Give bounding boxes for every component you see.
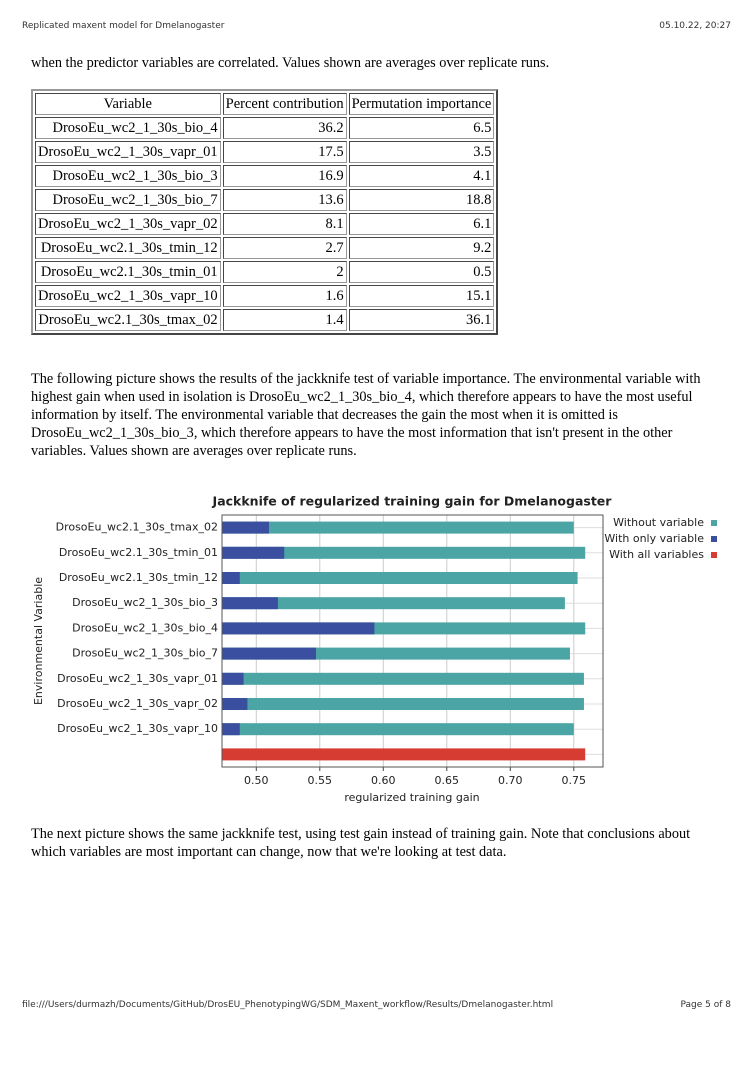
paragraph: The following picture shows the results … (31, 371, 701, 459)
table-row: DrosoEu_wc2.1_30s_tmin_01 2 0.5 (35, 261, 495, 283)
table-number: 18.8 (348, 189, 495, 211)
paragraph: when the predictor variables are correla… (31, 55, 550, 71)
table-body: DrosoEu_wc2_1_30s_bio_4 36.2 6.5 DrosoEu_wc… (35, 117, 495, 331)
legend-label: With only variable (604, 532, 704, 545)
bar (222, 748, 586, 761)
table-row: DrosoEu_wc2_1_30s_bio_3 16.9 4.1 (35, 165, 495, 187)
footer-page: Page 5 of 8 (680, 1000, 732, 1010)
column-header: Permutation importance (348, 93, 495, 115)
chart: Jackknife of regularized training gain f… (32, 494, 717, 804)
y-tick-label: DrosoEu_wc2.1_30s_tmin_12 (59, 571, 218, 584)
table-row: DrosoEu_wc2_1_30s_vapr_01 17.5 3.5 (35, 141, 495, 163)
y-tick-label: DrosoEu_wc2_1_30s_bio_3 (72, 596, 218, 609)
table-row: DrosoEu_wc2.1_30s_tmin_12 2.7 9.2 (35, 237, 495, 259)
table-number: 1.4 (222, 309, 347, 331)
bar (222, 672, 584, 685)
table-variable: DrosoEu_wc2_1_30s_bio_3 (35, 165, 221, 187)
x-tick-label: 0.75 (562, 774, 587, 787)
header-title: Replicated maxent model for Dmelanogaste… (22, 21, 225, 31)
table-variable: DrosoEu_wc2.1_30s_tmax_02 (35, 309, 221, 331)
bar (222, 521, 269, 534)
table-row: DrosoEu_wc2_1_30s_bio_4 36.2 6.5 (35, 117, 495, 139)
table-variable: DrosoEu_wc2.1_30s_tmin_01 (35, 261, 221, 283)
table-number: 3.5 (348, 141, 495, 163)
table-number: 1.6 (222, 285, 347, 307)
footer-url: file:///Users/durmazh/Documents/GitHub/D… (22, 1000, 554, 1010)
table-variable: DrosoEu_wc2_1_30s_bio_7 (35, 189, 221, 211)
table-row: DrosoEu_wc2_1_30s_bio_7 13.6 18.8 (35, 189, 495, 211)
y-tick-label: DrosoEu_wc2.1_30s_tmin_01 (59, 546, 218, 559)
bar (222, 597, 565, 610)
x-tick-label: 0.65 (435, 774, 460, 787)
y-tick-label: DrosoEu_wc2_1_30s_bio_4 (72, 621, 218, 634)
table-number: 2 (222, 261, 347, 283)
table-row: DrosoEu_wc2_1_30s_vapr_10 1.6 15.1 (35, 285, 495, 307)
table-variable: DrosoEu_wc2_1_30s_bio_4 (35, 117, 221, 139)
table-number: 0.5 (348, 261, 495, 283)
table-row: DrosoEu_wc2.1_30s_tmax_02 1.4 36.1 (35, 309, 495, 331)
paragraph: The next picture shows the same jackknif… (31, 826, 691, 860)
table-number: 15.1 (348, 285, 495, 307)
bar (222, 723, 574, 736)
bar (222, 698, 248, 710)
bar (222, 572, 240, 584)
table-variable: DrosoEu_wc2_1_30s_vapr_02 (35, 213, 221, 235)
header-row: Variable Percent contribution Permutation … (35, 93, 495, 115)
y-tick-label: DrosoEu_wc2_1_30s_bio_7 (72, 647, 218, 660)
bar (222, 723, 240, 736)
table-variable: DrosoEu_wc2_1_30s_vapr_01 (35, 141, 221, 163)
legend-swatch (711, 552, 717, 558)
bar (222, 622, 375, 635)
x-tick-label: 0.60 (371, 774, 396, 787)
table-number: 6.1 (348, 213, 495, 235)
bar (222, 572, 578, 584)
column-header: Variable (35, 93, 221, 115)
x-tick-label: 0.55 (308, 774, 333, 787)
y-tick-label: DrosoEu_wc2_1_30s_vapr_10 (57, 722, 218, 735)
table-number: 17.5 (222, 141, 347, 163)
bar (222, 546, 285, 559)
header-date: 05.10.22, 20:27 (659, 21, 731, 31)
table-variable: DrosoEu_wc2_1_30s_vapr_10 (35, 285, 221, 307)
chart-title: Jackknife of regularized training gain f… (212, 494, 613, 509)
y-tick-label: DrosoEu_wc2_1_30s_vapr_01 (57, 672, 218, 685)
table-number: 2.7 (222, 237, 347, 259)
bar (222, 672, 244, 685)
legend-label: Without variable (613, 516, 704, 529)
column-header: Percent contribution (222, 93, 347, 115)
table-row: DrosoEu_wc2_1_30s_vapr_02 8.1 6.1 (35, 213, 495, 235)
x-axis-label: regularized training gain (344, 791, 479, 804)
bar (222, 597, 278, 610)
bar (222, 521, 574, 534)
table-number: 8.1 (222, 213, 347, 235)
table-number: 16.9 (222, 165, 347, 187)
table-number: 9.2 (348, 237, 495, 259)
y-axis-label: Environmental Variable (32, 577, 45, 705)
table-number: 36.2 (222, 117, 347, 139)
bar (222, 546, 586, 559)
legend-label: With all variables (609, 548, 704, 561)
x-tick-label: 0.50 (244, 774, 269, 787)
table-number: 4.1 (348, 165, 495, 187)
plot-border (221, 514, 604, 768)
bar (222, 698, 584, 710)
contribution-table: Variable Percent contribution Permutation … (31, 89, 499, 335)
table-number: 6.5 (348, 117, 495, 139)
table-number: 36.1 (348, 309, 495, 331)
table-variable: DrosoEu_wc2.1_30s_tmin_12 (35, 237, 221, 259)
bar (222, 647, 316, 660)
table-number: 13.6 (222, 189, 347, 211)
x-tick-label: 0.70 (498, 774, 523, 787)
y-tick-label: DrosoEu_wc2_1_30s_vapr_02 (57, 697, 218, 710)
y-tick-label: DrosoEu_wc2.1_30s_tmax_02 (56, 521, 218, 534)
legend-swatch (711, 536, 717, 542)
legend-swatch (711, 520, 717, 526)
